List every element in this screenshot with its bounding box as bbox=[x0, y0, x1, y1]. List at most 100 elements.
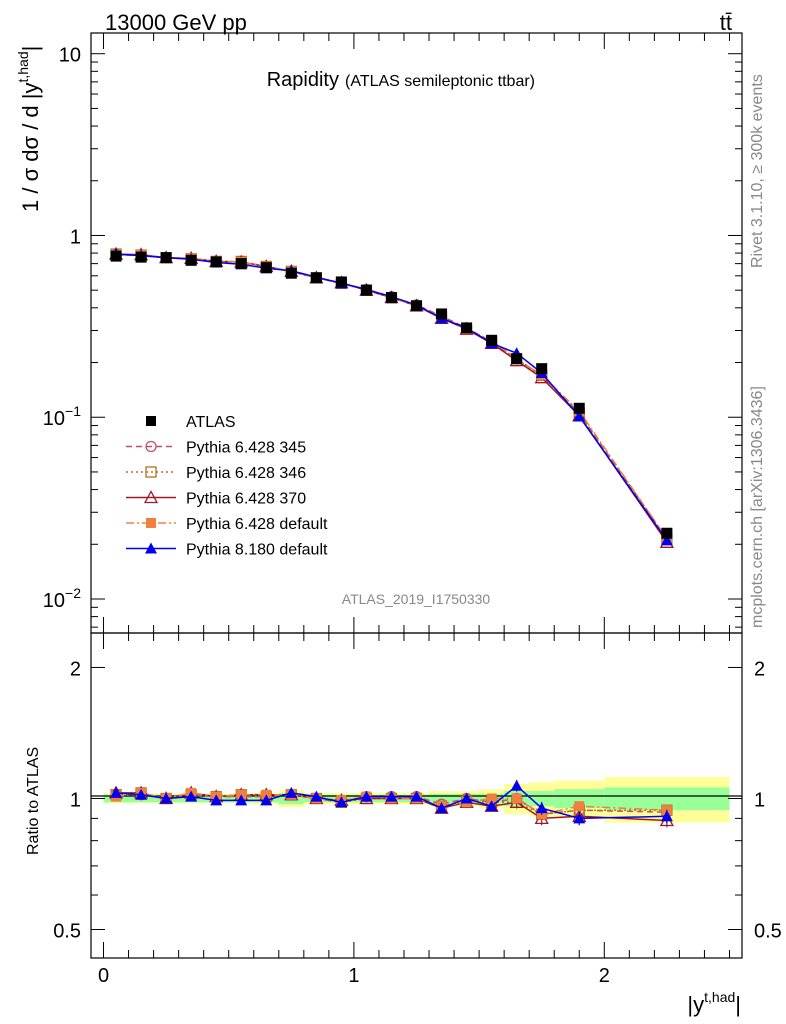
data-point-atlas bbox=[511, 353, 523, 365]
data-point-atlas bbox=[110, 250, 122, 262]
data-point-atlas bbox=[411, 300, 422, 312]
y-label-end: | bbox=[18, 46, 43, 52]
ratio-frame bbox=[90, 632, 743, 959]
legend-label-pythia-6-428-default: Pythia 6.428 default bbox=[186, 516, 328, 533]
data-point-atlas bbox=[260, 262, 272, 274]
legend-marker-pythia-6-428-default bbox=[146, 518, 156, 528]
rivet-credit: Rivet 3.1.10, ≥ 300k events bbox=[749, 74, 766, 268]
ratio-point-pythia-8-180-default bbox=[385, 790, 398, 802]
legend-marker-pythia-6-428-345 bbox=[145, 440, 157, 453]
data-point-atlas bbox=[285, 267, 297, 279]
ratio-point-pythia-8-180-default bbox=[435, 802, 448, 814]
data-point-pythia-8-180-default bbox=[573, 410, 586, 422]
legend-label-pythia-6-428-370: Pythia 6.428 370 bbox=[186, 491, 306, 508]
ratio-point-pythia-6-428-default bbox=[486, 793, 497, 804]
legend-marker-pythia-8-180-default bbox=[145, 542, 157, 554]
x-label-superscript: t,had bbox=[704, 989, 735, 1005]
data-point-pythia-8-180-default bbox=[660, 534, 673, 546]
y-tick-label: 1 bbox=[70, 226, 81, 248]
stat-uncertainty-band bbox=[554, 789, 605, 809]
y-label-main: 1 / σ dσ / d |y bbox=[18, 83, 43, 212]
legend: ATLAS Pythia 6.428 345 Pythia 6.428 346 Pyt… bbox=[126, 414, 328, 559]
data-point-atlas bbox=[385, 292, 397, 304]
legend-marker-pythia-6-428-346 bbox=[145, 466, 157, 478]
ratio-point-pythia-8-180-default bbox=[110, 786, 123, 798]
legend-label-atlas: ATLAS bbox=[186, 414, 236, 431]
ratio-series bbox=[108, 779, 674, 828]
main-series bbox=[108, 246, 674, 548]
ratio-point-pythia-8-180-default bbox=[160, 792, 173, 804]
x-tick-label: 2 bbox=[599, 965, 610, 987]
ratio-point-pythia-8-180-default bbox=[210, 794, 223, 806]
ratio-point-pythia-8-180-default bbox=[285, 786, 298, 798]
legend-label-pythia-8-180-default: Pythia 8.180 default bbox=[186, 542, 328, 559]
ratio-point-pythia-8-180-default bbox=[335, 796, 348, 808]
ratio-y-tick-label-right: 0.5 bbox=[754, 920, 782, 942]
data-point-atlas bbox=[160, 252, 172, 264]
x-tick-label: 1 bbox=[348, 965, 359, 987]
ratio-point-pythia-8-180-default bbox=[235, 794, 248, 806]
main-panel: Rapidity (ATLAS semileptonic ttbar) ATLA… bbox=[15, 32, 743, 634]
ratio-point-pythia-8-180-default bbox=[260, 794, 273, 806]
data-point-atlas bbox=[310, 272, 322, 284]
ratio-point-pythia-8-180-default bbox=[360, 790, 373, 802]
ratio-point-pythia-6-428-default bbox=[511, 793, 522, 804]
data-point-atlas bbox=[436, 308, 448, 320]
data-point-atlas bbox=[335, 276, 347, 288]
ratio-point-pythia-8-180-default bbox=[185, 790, 198, 802]
legend-label-pythia-6-428-345: Pythia 6.428 345 bbox=[186, 440, 306, 457]
data-point-atlas bbox=[573, 402, 585, 414]
y-tick-label: 10 bbox=[59, 45, 81, 67]
ratio-point-pythia-8-180-default bbox=[660, 810, 673, 822]
chart-title: Rapidity bbox=[267, 69, 339, 91]
y-tick-exponent: −2 bbox=[65, 585, 81, 601]
data-point-atlas bbox=[661, 527, 673, 539]
analysis-watermark: ATLAS_2019_I1750330 bbox=[342, 591, 491, 607]
legend-label-pythia-6-428-346: Pythia 6.428 346 bbox=[186, 465, 306, 482]
mcplots-credit: mcplots.cern.ch [arXiv:1306.3436] bbox=[749, 386, 766, 628]
ratio-point-pythia-8-180-default bbox=[535, 802, 548, 814]
y-tick-base: 10 bbox=[43, 408, 65, 430]
ratio-point-pythia-8-180-default bbox=[510, 779, 523, 791]
x-label-end: | bbox=[735, 992, 741, 1017]
data-point-atlas bbox=[461, 322, 473, 334]
stat-uncertainty-band bbox=[604, 787, 730, 811]
process-label: tt̄ bbox=[720, 10, 732, 35]
chart-subtitle: (ATLAS semileptonic ttbar) bbox=[345, 73, 535, 90]
y-tick-label: 10−2 bbox=[43, 585, 81, 612]
y-tick-base: 1 bbox=[70, 226, 81, 248]
ratio-point-pythia-8-180-default bbox=[485, 800, 498, 812]
ratio-point-pythia-6-428-default bbox=[574, 801, 585, 812]
data-point-atlas bbox=[536, 363, 548, 375]
data-point-atlas bbox=[135, 251, 147, 263]
ratio-point-pythia-8-180-default bbox=[310, 790, 323, 802]
data-point-atlas bbox=[185, 254, 197, 266]
energy-label: 13000 GeV pp bbox=[105, 10, 247, 35]
ratio-y-tick-label-right: 1 bbox=[754, 789, 765, 811]
main-y-axis-label: 1 / σ dσ / d |yt,had| bbox=[15, 46, 43, 212]
legend-marker-pythia-6-428-370 bbox=[143, 490, 159, 504]
ratio-point-pythia-8-180-default bbox=[460, 792, 473, 804]
ratio-y-tick-label: 1 bbox=[70, 789, 81, 811]
y-label-superscript: t,had bbox=[15, 51, 31, 82]
ratio-point-pythia-8-180-default bbox=[410, 790, 423, 802]
data-point-atlas bbox=[486, 334, 498, 346]
ratio-ticks: 2 2 1 1 0.5 0.5 0 1 2 bbox=[53, 633, 782, 987]
data-point-atlas bbox=[235, 258, 247, 270]
x-label-base: |y bbox=[687, 992, 704, 1017]
y-tick-base: 10 bbox=[43, 590, 65, 612]
ratio-panel: 2 2 1 1 0.5 0.5 0 1 2 Ratio to ATLAS |yt,had| bbox=[25, 632, 782, 1017]
stat-uncertainty-band bbox=[429, 793, 455, 804]
ratio-y-tick-label: 2 bbox=[70, 658, 81, 680]
x-tick-label: 0 bbox=[98, 965, 109, 987]
y-tick-label: 10−1 bbox=[43, 403, 81, 430]
y-tick-base: 10 bbox=[59, 45, 81, 67]
ratio-y-tick-label-right: 2 bbox=[754, 658, 765, 680]
data-point-atlas bbox=[210, 256, 222, 268]
legend-marker-atlas bbox=[146, 416, 156, 426]
ratio-point-pythia-8-180-default bbox=[135, 788, 148, 800]
ratio-point-pythia-8-180-default bbox=[573, 812, 586, 824]
ratio-y-axis-label: Ratio to ATLAS bbox=[25, 747, 42, 855]
